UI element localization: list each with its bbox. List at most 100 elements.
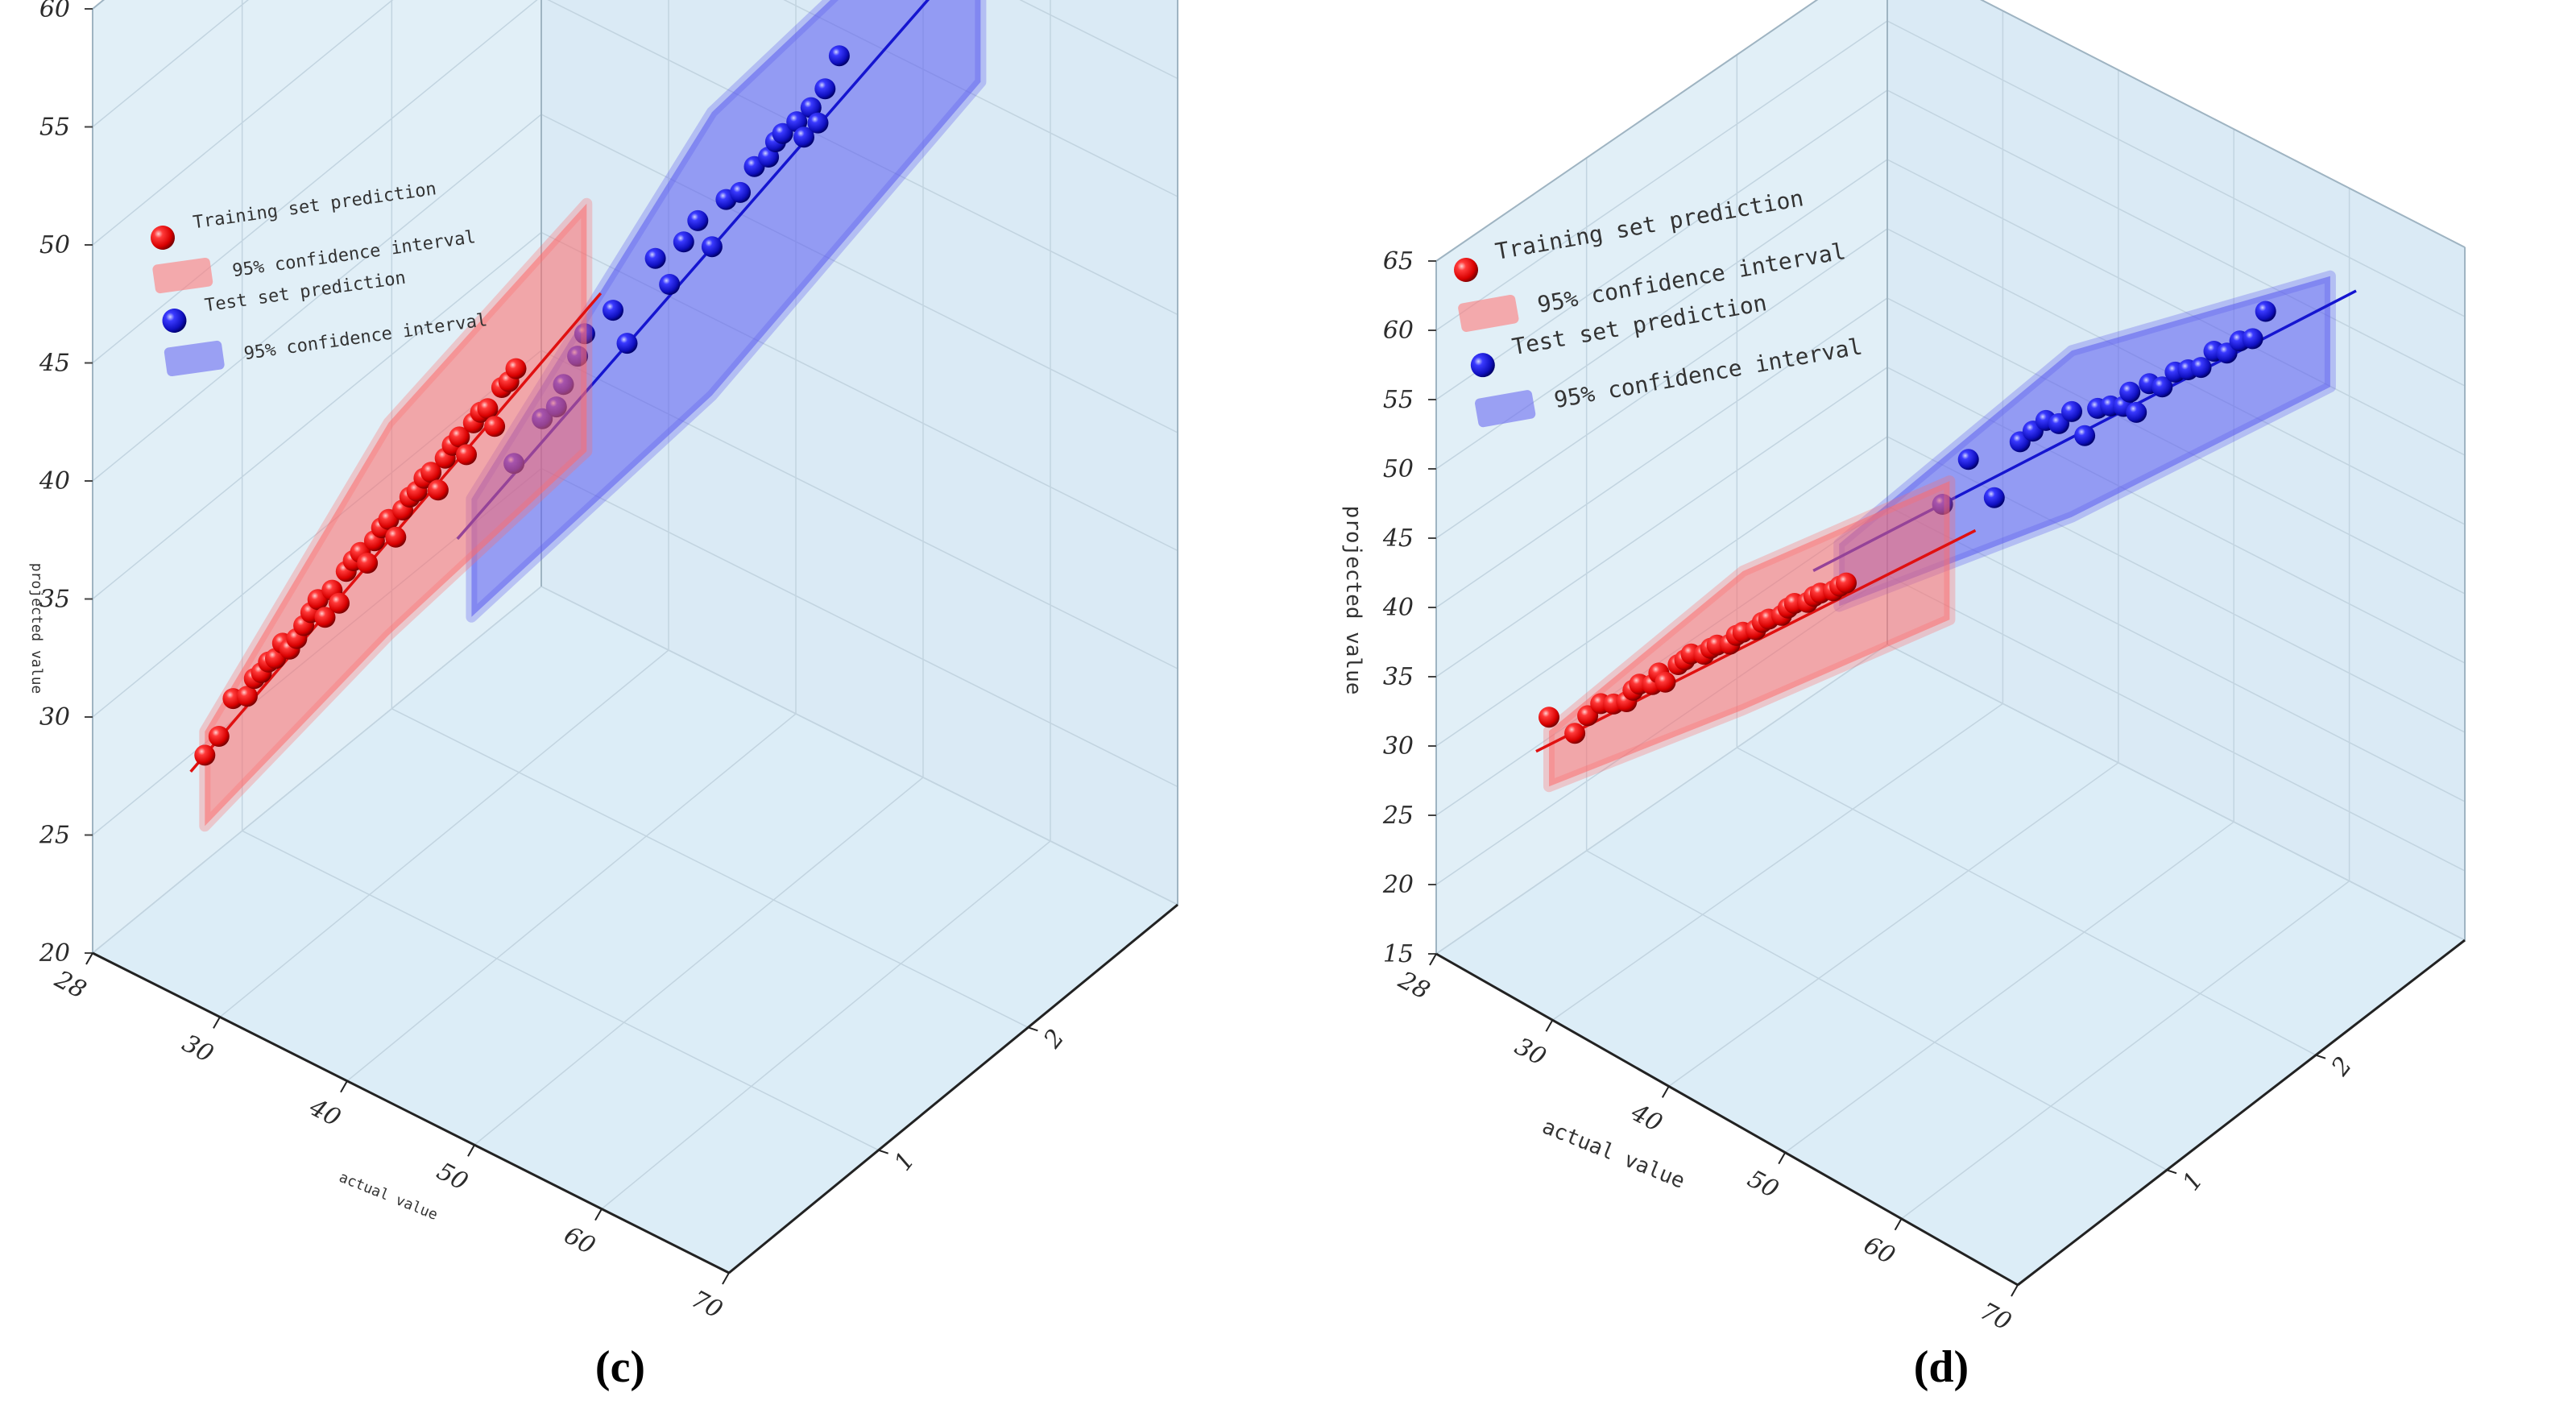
x-tick-mark (1429, 953, 1437, 966)
data-point (603, 300, 623, 321)
data-point (484, 416, 506, 437)
data-point (194, 744, 216, 766)
data-point (456, 444, 477, 466)
z-tick-label: 2 (1038, 1024, 1071, 1054)
grid-line-x (1551, 702, 2003, 1021)
data-point (828, 45, 850, 67)
data-point (505, 358, 527, 379)
z-tick-label: 1 (2177, 1167, 2209, 1196)
grid-line-z (242, 830, 880, 1151)
panel-label: (c) (595, 1342, 645, 1392)
grid-line-x (474, 777, 924, 1146)
x-tick-label: 40 (1626, 1098, 1667, 1138)
y-tick-label: 60 (39, 0, 70, 23)
legend-band-swatch (152, 257, 213, 294)
x-tick-mark (2011, 1284, 2019, 1297)
chart-panel-c: 20 25 30 35 40 45 50 55 60 28 30 40 50 60 70 1 2 projecte… (28, 0, 1179, 1392)
z-tick-mark (2315, 1054, 2326, 1059)
x-tick-label: 30 (1510, 1032, 1551, 1071)
data-point (2061, 400, 2082, 422)
legend-marker (162, 308, 187, 333)
confidence-band (466, 0, 987, 623)
x-tick-label: 40 (304, 1093, 346, 1133)
x-tick-label: 50 (432, 1157, 472, 1196)
data-point (1655, 671, 1676, 693)
data-point (616, 333, 638, 354)
x-tick-mark (467, 1144, 475, 1157)
panel-label: (d) (1914, 1342, 1969, 1392)
legend-band-swatch (1475, 390, 1536, 428)
z-tick-mark (1028, 1026, 1038, 1032)
z-axis-line (728, 903, 1178, 1274)
x-tick-mark (1894, 1218, 1903, 1231)
data-point (659, 274, 681, 295)
legend-marker (151, 226, 175, 250)
grid-line-z (1736, 747, 2317, 1056)
grid-line-x (1901, 881, 2350, 1220)
data-point (814, 78, 836, 100)
data-point (701, 236, 723, 258)
x-tick-mark (722, 1272, 730, 1285)
data-point (2119, 381, 2141, 403)
y-tick-label: 20 (1382, 871, 1414, 899)
x-tick-mark (1545, 1019, 1554, 1032)
x-tick-label: 50 (1743, 1165, 1783, 1204)
y-tick-labels: 15 20 25 30 35 40 45 50 55 60 65 (1382, 247, 1436, 968)
series-group (189, 0, 987, 832)
legend-marker (1470, 353, 1495, 378)
frame-edge (1435, 0, 1819, 262)
data-point (2151, 376, 2173, 398)
data-point (208, 726, 230, 747)
data-point (793, 126, 814, 148)
y-tick-label: 45 (1382, 524, 1414, 553)
data-point (2242, 328, 2263, 350)
series-group (1535, 270, 2357, 793)
y-tick-label: 65 (1383, 247, 1414, 276)
data-point (807, 112, 829, 134)
data-point (236, 686, 258, 707)
x-tick-label: 70 (686, 1285, 727, 1324)
frame-edge (1980, 0, 2466, 248)
y-axis-title: projected value (28, 563, 45, 694)
data-point (1539, 707, 1559, 728)
y-tick-label: 60 (1383, 317, 1414, 345)
legend-band-swatch (1458, 294, 1519, 333)
fit-line (1535, 528, 1977, 753)
x-tick-label: 28 (1394, 966, 1435, 1005)
y-tick-label: 40 (1382, 594, 1414, 622)
y-tick-label: 20 (39, 939, 70, 968)
y-tick-label: 45 (39, 350, 70, 378)
y-tick-labels: 20 25 30 35 40 45 50 55 60 (39, 0, 93, 968)
x-axis-line (92, 951, 730, 1274)
y-axis-title: projected value (1341, 506, 1365, 695)
x-axis-title: actual value (1539, 1114, 1688, 1193)
data-point (2126, 401, 2147, 423)
data-point (477, 398, 499, 420)
chart-panel-d: 15 20 25 30 35 40 45 50 55 60 65 28 30 40 50 60 70 1 2 proj… (1341, 0, 2466, 1392)
legend-marker (1454, 258, 1478, 282)
data-point (427, 479, 449, 501)
z-tick-mark (878, 1149, 888, 1154)
x-tick-mark (340, 1080, 348, 1093)
x-axis-title: actual value (337, 1169, 440, 1224)
x-tick-label: 60 (1859, 1231, 1899, 1270)
data-point (673, 231, 694, 253)
data-point (730, 181, 751, 203)
z-tick-mark (2166, 1169, 2177, 1175)
x-tick-mark (1778, 1152, 1787, 1165)
legend-band-swatch (164, 340, 225, 377)
grid-line-z (1586, 850, 2168, 1171)
y-tick-label: 55 (1383, 386, 1414, 414)
data-point (1836, 572, 1857, 594)
x-axis-line (1435, 952, 2019, 1287)
data-point (687, 209, 709, 231)
y-tick-label: 35 (39, 586, 70, 614)
y-tick-label: 35 (1383, 663, 1414, 691)
y-tick-label: 40 (39, 467, 70, 495)
data-point (1983, 487, 2005, 508)
y-tick-label: 15 (1383, 940, 1414, 968)
x-tick-mark (213, 1016, 221, 1029)
grid-line-x (1668, 762, 2119, 1088)
data-point (314, 607, 336, 628)
